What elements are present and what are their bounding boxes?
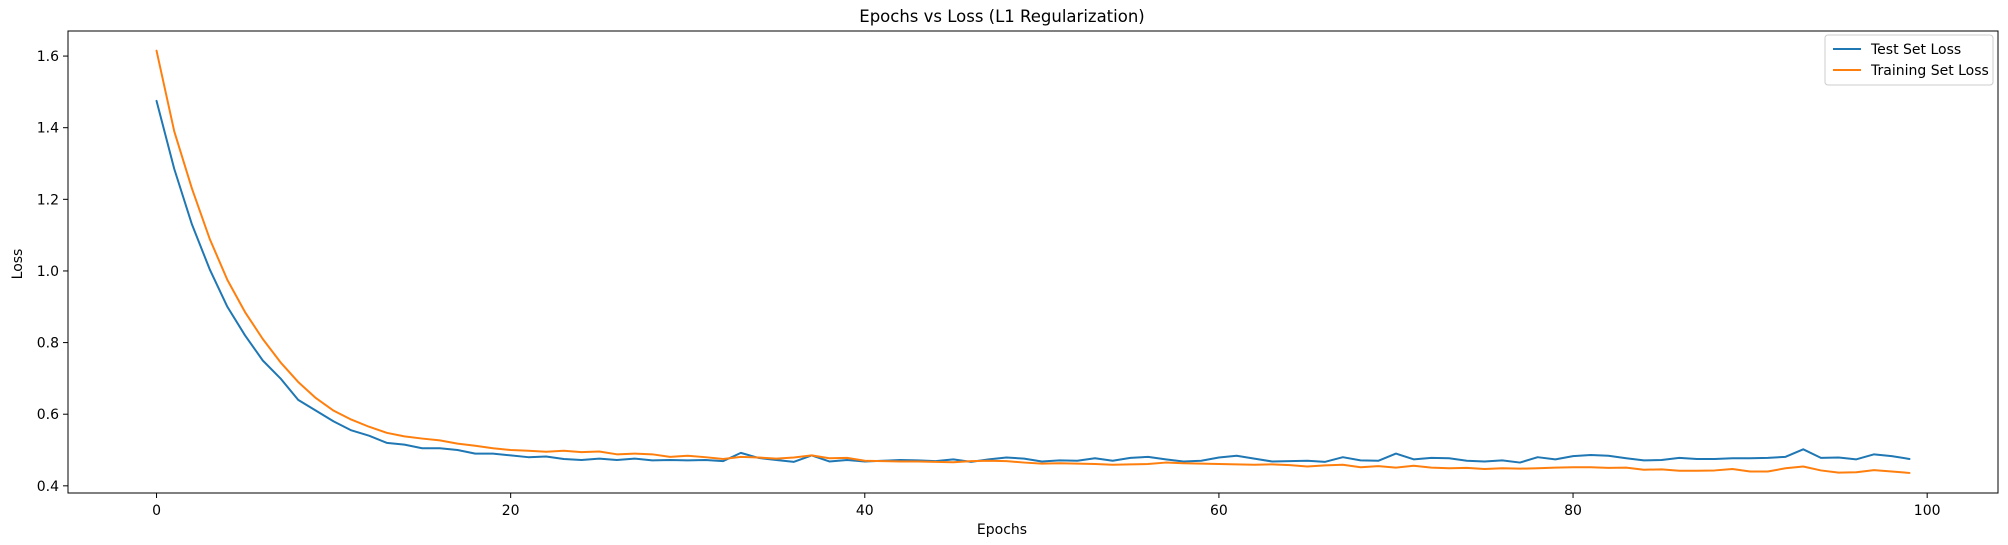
y-tick-label: 1.6 [37, 49, 59, 65]
y-axis: 0.4 0.6 0.8 1.0 1.2 1.4 1.6 [37, 49, 68, 495]
legend: Test Set Loss Training Set Loss [1824, 34, 1994, 86]
y-tick-label: 1.0 [37, 264, 59, 280]
plot-area [67, 30, 1999, 494]
y-axis-label: Loss [10, 249, 26, 280]
legend-label-test: Test Set Loss [1870, 42, 1961, 58]
x-tick-label: 80 [1564, 503, 1582, 519]
x-tick-label: 20 [502, 503, 520, 519]
x-tick-label: 60 [1210, 503, 1228, 519]
x-tick-label: 0 [152, 503, 161, 519]
x-tick-label: 100 [1914, 503, 1941, 519]
y-tick-label: 1.4 [37, 121, 59, 137]
y-tick-label: 0.8 [37, 336, 59, 352]
x-axis: 0 20 40 60 80 100 [152, 493, 1941, 519]
y-tick-label: 1.2 [37, 192, 59, 208]
axes-frame [67, 30, 1999, 494]
chart-title: Epochs vs Loss (L1 Regularization) [859, 7, 1144, 26]
y-tick-label: 0.4 [37, 479, 59, 495]
y-tick-label: 0.6 [37, 407, 59, 423]
legend-box [1824, 34, 1994, 86]
series-line-training [155, 49, 1911, 474]
series-line-test [155, 99, 1911, 464]
legend-label-training: Training Set Loss [1870, 63, 1989, 79]
x-axis-label: Epochs [977, 522, 1027, 538]
x-tick-label: 40 [856, 503, 874, 519]
